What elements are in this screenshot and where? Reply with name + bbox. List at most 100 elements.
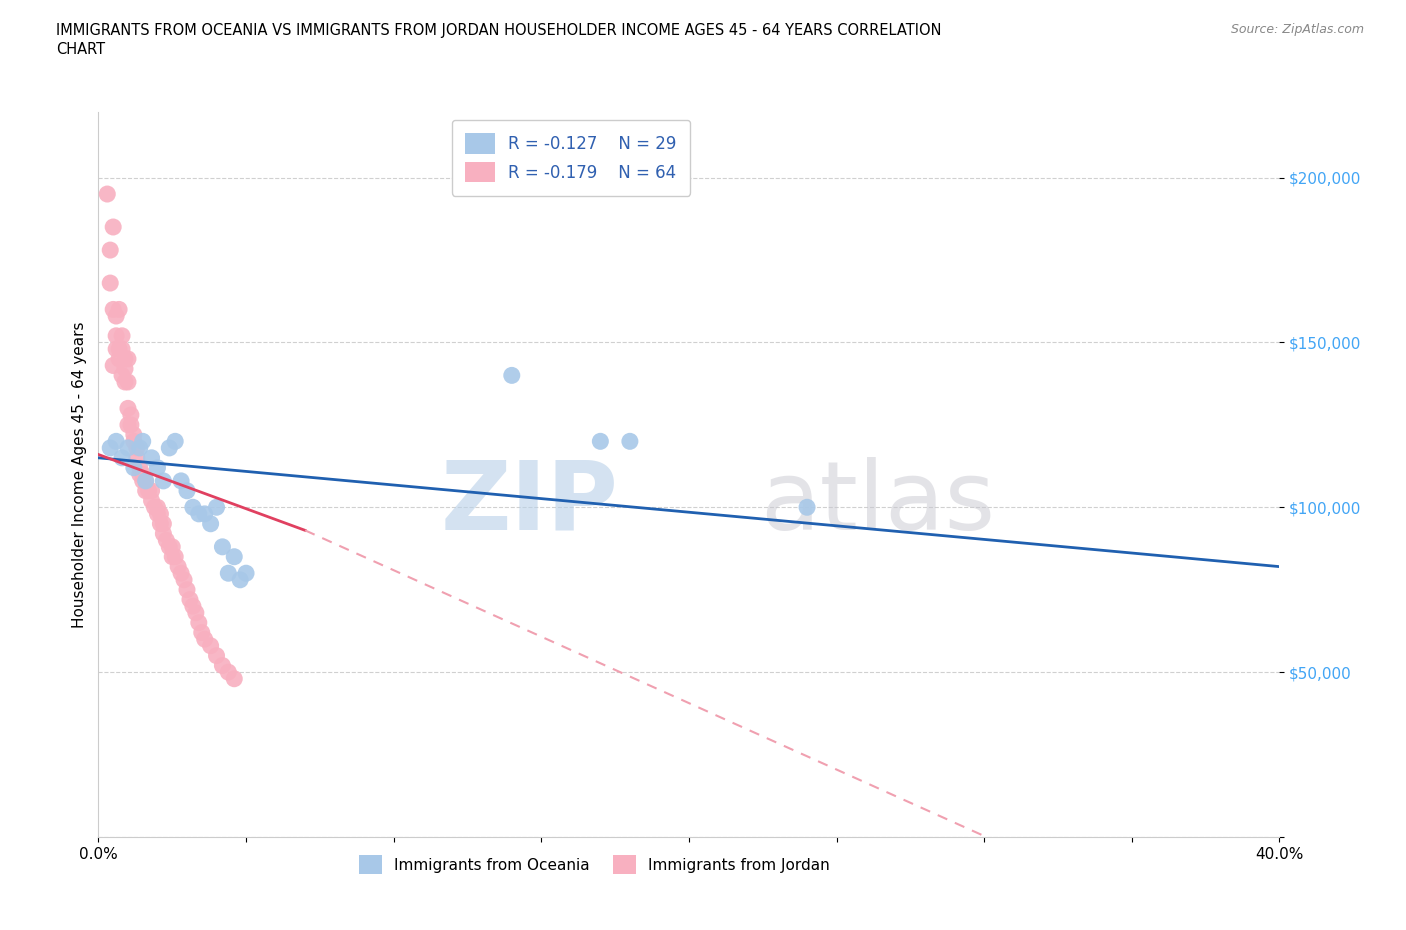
- Point: [108, 302, 131, 317]
- Point: [149, 516, 172, 531]
- Point: [181, 499, 204, 514]
- Point: [108, 352, 131, 366]
- Point: [117, 401, 139, 416]
- Point: [114, 362, 136, 377]
- Point: [122, 460, 145, 475]
- Point: [132, 434, 155, 449]
- Point: [141, 450, 163, 465]
- Point: [167, 559, 190, 574]
- Point: [103, 219, 125, 234]
- Point: [141, 484, 163, 498]
- Point: [105, 309, 128, 324]
- Point: [111, 328, 134, 343]
- Point: [170, 473, 193, 488]
- Text: CHART: CHART: [56, 42, 105, 57]
- Point: [205, 499, 228, 514]
- Point: [125, 450, 148, 465]
- Point: [194, 507, 217, 522]
- Point: [122, 427, 145, 442]
- Text: ZIP: ZIP: [440, 457, 619, 550]
- Point: [184, 605, 207, 620]
- Point: [114, 375, 136, 390]
- Point: [619, 434, 641, 449]
- Point: [173, 572, 195, 587]
- Point: [217, 665, 239, 680]
- Point: [111, 341, 134, 356]
- Point: [187, 616, 209, 631]
- Point: [138, 484, 160, 498]
- Point: [141, 493, 163, 508]
- Point: [103, 358, 125, 373]
- Point: [117, 418, 139, 432]
- Point: [155, 533, 177, 548]
- Point: [165, 550, 187, 565]
- Point: [149, 507, 172, 522]
- Point: [98, 275, 121, 290]
- Point: [224, 671, 246, 686]
- Point: [589, 434, 612, 449]
- Point: [125, 441, 148, 456]
- Point: [96, 187, 118, 202]
- Point: [120, 407, 142, 422]
- Point: [128, 467, 150, 482]
- Point: [224, 550, 246, 565]
- Point: [157, 441, 180, 456]
- Text: Source: ZipAtlas.com: Source: ZipAtlas.com: [1230, 23, 1364, 36]
- Point: [229, 572, 252, 587]
- Point: [105, 341, 128, 356]
- Point: [152, 516, 174, 531]
- Point: [111, 450, 134, 465]
- Point: [194, 631, 217, 646]
- Point: [176, 484, 198, 498]
- Point: [103, 302, 125, 317]
- Point: [235, 565, 257, 580]
- Point: [152, 526, 174, 541]
- Point: [117, 375, 139, 390]
- Point: [108, 341, 131, 356]
- Point: [157, 539, 180, 554]
- Point: [191, 625, 214, 640]
- Point: [200, 638, 222, 653]
- Point: [217, 565, 239, 580]
- Y-axis label: Householder Income Ages 45 - 64 years: Householder Income Ages 45 - 64 years: [72, 321, 87, 628]
- Point: [211, 539, 233, 554]
- Point: [205, 648, 228, 663]
- Point: [176, 582, 198, 597]
- Point: [122, 434, 145, 449]
- Point: [501, 368, 523, 383]
- Point: [135, 473, 157, 488]
- Point: [111, 368, 134, 383]
- Point: [135, 484, 157, 498]
- Point: [105, 434, 128, 449]
- Point: [132, 467, 155, 482]
- Point: [211, 658, 233, 673]
- Point: [98, 441, 121, 456]
- Point: [165, 434, 187, 449]
- Point: [200, 516, 222, 531]
- Point: [181, 599, 204, 614]
- Point: [128, 460, 150, 475]
- Point: [114, 352, 136, 366]
- Point: [187, 507, 209, 522]
- Point: [135, 473, 157, 488]
- Point: [152, 473, 174, 488]
- Point: [146, 507, 169, 522]
- Point: [146, 499, 169, 514]
- Point: [796, 499, 818, 514]
- Point: [146, 460, 169, 475]
- Point: [132, 473, 155, 488]
- Point: [162, 539, 183, 554]
- Point: [162, 550, 183, 565]
- Text: atlas: atlas: [759, 457, 995, 550]
- Point: [117, 352, 139, 366]
- Point: [170, 565, 193, 580]
- Point: [105, 328, 128, 343]
- Point: [179, 592, 201, 607]
- Point: [117, 441, 139, 456]
- Legend: Immigrants from Oceania, Immigrants from Jordan: Immigrants from Oceania, Immigrants from…: [353, 849, 835, 880]
- Point: [143, 499, 166, 514]
- Point: [98, 243, 121, 258]
- Point: [120, 418, 142, 432]
- Text: IMMIGRANTS FROM OCEANIA VS IMMIGRANTS FROM JORDAN HOUSEHOLDER INCOME AGES 45 - 6: IMMIGRANTS FROM OCEANIA VS IMMIGRANTS FR…: [56, 23, 942, 38]
- Point: [128, 441, 150, 456]
